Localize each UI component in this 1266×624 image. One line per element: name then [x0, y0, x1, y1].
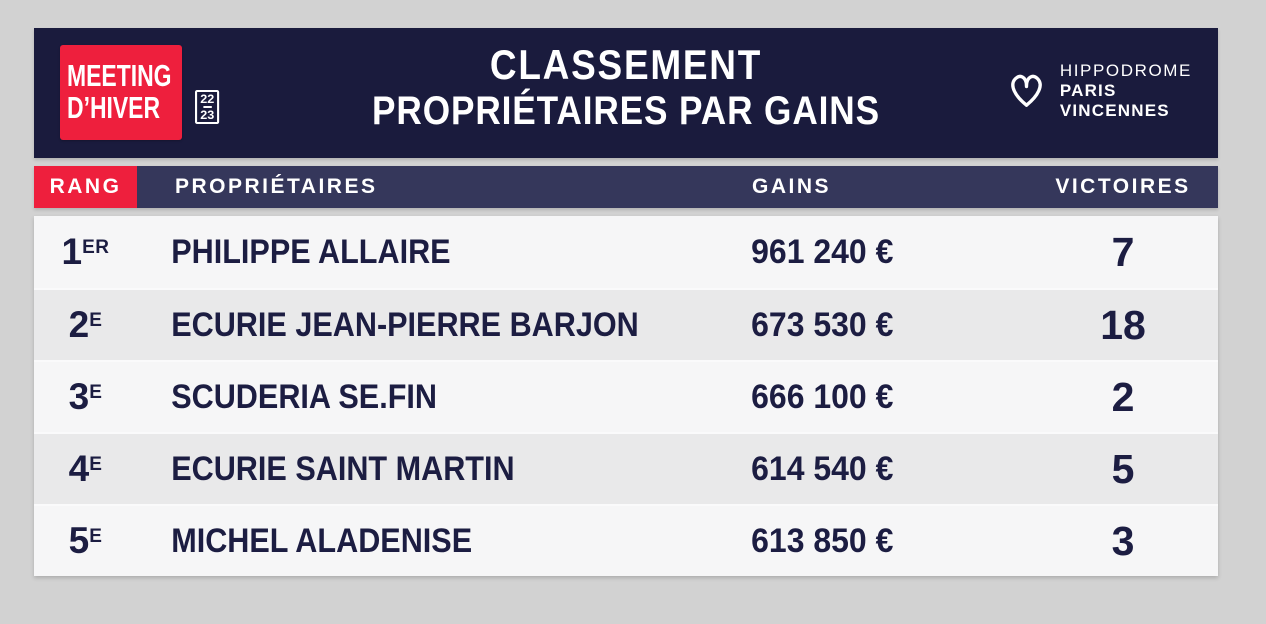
meeting-dhiver-logo: MEETING D’HIVER 22 23	[60, 45, 220, 140]
venue-line3: VINCENNES	[1059, 101, 1170, 121]
season-top: 22	[200, 92, 215, 107]
wins-value: 2	[1111, 373, 1135, 420]
table-row: 1ER PHILIPPE ALLAIRE 961 240 € 7	[34, 216, 1218, 288]
wins-value: 7	[1111, 228, 1135, 275]
gains-value: 666 100 €	[751, 377, 894, 416]
rank-number: 1	[61, 231, 83, 272]
leaderboard: MEETING D’HIVER 22 23 CLASSEMENT PROPRIÉ…	[34, 28, 1218, 576]
column-header-proprietaires: PROPRIÉTAIRES	[175, 175, 378, 198]
hippodrome-logo: HIPPODROME PARIS VINCENNES	[1003, 61, 1192, 121]
wins-value: 5	[1111, 445, 1135, 492]
wins-value: 3	[1111, 517, 1135, 564]
column-header-gains: GAINS	[752, 175, 832, 198]
rank-suffix: ER	[82, 237, 110, 258]
rank-suffix: E	[89, 454, 103, 475]
table-row: 2E ECURIE JEAN-PIERRE BARJON 673 530 € 1…	[34, 288, 1218, 360]
rank-suffix: E	[89, 382, 103, 403]
meeting-logo-line2: D’HIVER	[67, 89, 161, 125]
table-header: RANG PROPRIÉTAIRES GAINS VICTOIRES	[34, 166, 1218, 208]
rank-cell: 4E	[34, 448, 137, 490]
gains-value: 673 530 €	[751, 305, 894, 344]
gains-value: 961 240 €	[751, 232, 894, 271]
owner-name: ECURIE JEAN-PIERRE BARJON	[171, 305, 639, 344]
rank-cell: 2E	[34, 304, 137, 346]
rank-number: 2	[68, 304, 90, 345]
column-header-rang: RANG	[34, 166, 137, 208]
column-header-victoires: VICTOIRES	[1055, 175, 1191, 198]
rank-number: 4	[68, 448, 90, 489]
page-title: CLASSEMENT PROPRIÉTAIRES PAR GAINS	[34, 41, 1218, 134]
season-bottom: 23	[200, 108, 215, 123]
rank-suffix: E	[89, 526, 103, 547]
owner-name: SCUDERIA SE.FIN	[171, 377, 437, 416]
gains-value: 613 850 €	[751, 521, 894, 560]
rank-number: 3	[68, 376, 90, 417]
table-row: 3E SCUDERIA SE.FIN 666 100 € 2	[34, 360, 1218, 432]
heart-v-icon	[1003, 65, 1050, 117]
wins-value: 18	[1100, 301, 1146, 348]
rank-cell: 3E	[34, 376, 137, 418]
venue-line1: HIPPODROME	[1059, 61, 1192, 80]
rank-number: 5	[68, 520, 90, 561]
table-body: 1ER PHILIPPE ALLAIRE 961 240 € 7 2E ECUR…	[34, 216, 1218, 576]
owner-name: PHILIPPE ALLAIRE	[171, 232, 451, 271]
owner-name: ECURIE SAINT MARTIN	[171, 449, 515, 488]
title-line2: PROPRIÉTAIRES PAR GAINS	[372, 89, 880, 134]
owner-name: MICHEL ALADENISE	[171, 521, 473, 560]
title-line1: CLASSEMENT	[489, 41, 763, 88]
table-row: 5E MICHEL ALADENISE 613 850 € 3	[34, 504, 1218, 576]
rank-cell: 1ER	[34, 231, 137, 273]
gains-value: 614 540 €	[751, 449, 894, 488]
season-dash	[202, 106, 212, 109]
rank-suffix: E	[89, 310, 103, 331]
table-row: 4E ECURIE SAINT MARTIN 614 540 € 5	[34, 432, 1218, 504]
rank-cell: 5E	[34, 520, 137, 562]
venue-line2: PARIS	[1059, 81, 1117, 101]
title-banner: MEETING D’HIVER 22 23 CLASSEMENT PROPRIÉ…	[34, 28, 1218, 158]
season-badge: 22 23	[194, 90, 220, 125]
